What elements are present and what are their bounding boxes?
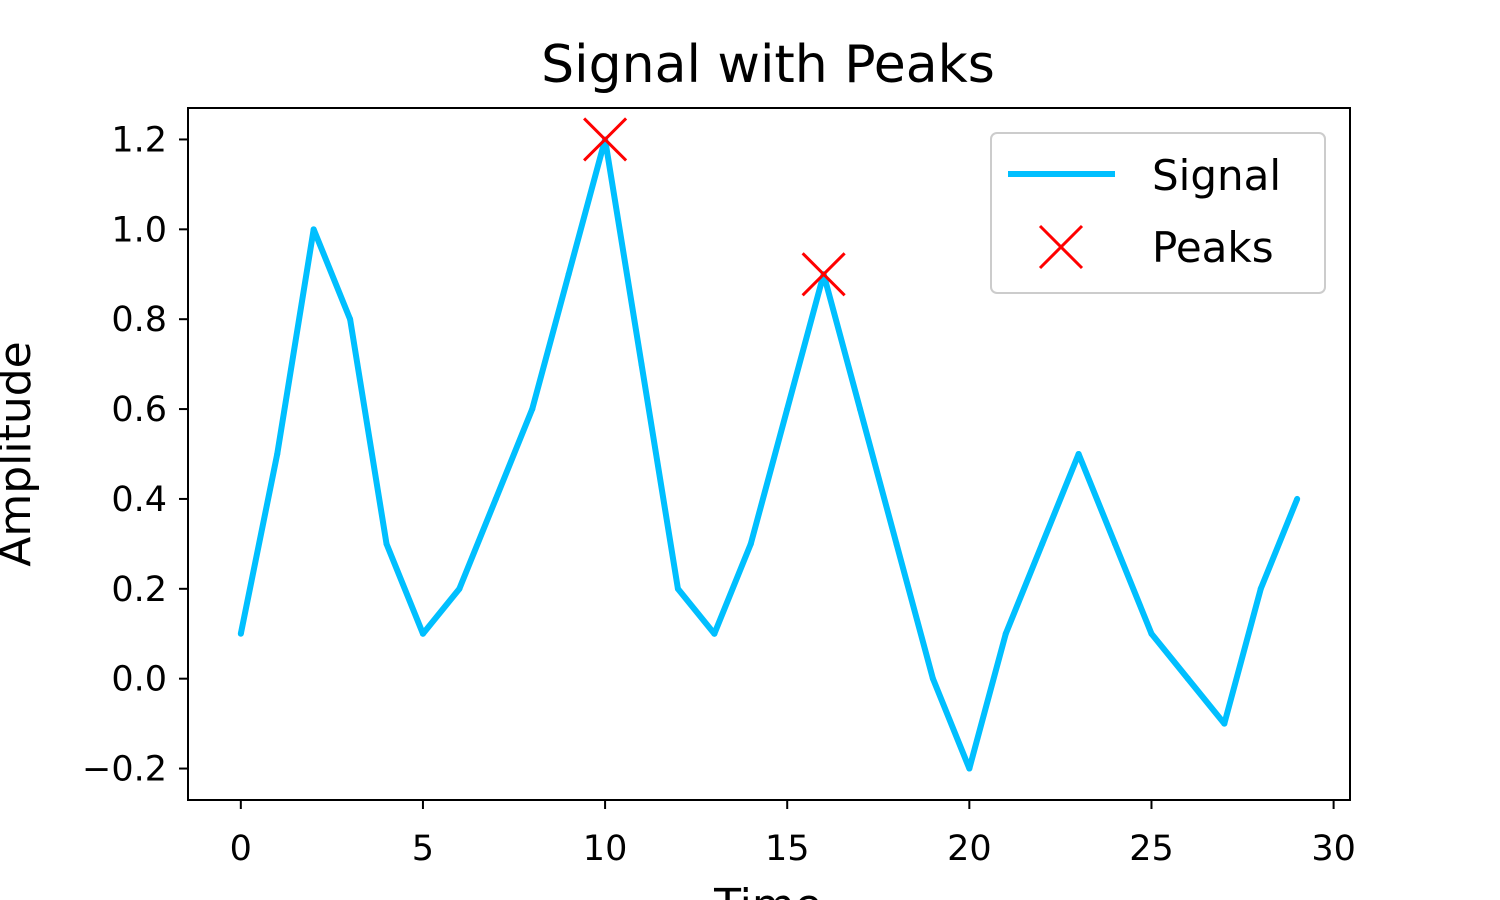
signal-point [1221,720,1228,727]
y-axis-ticks: −0.2 0.0 0.2 0.4 0.6 0.8 1.0 1.2 [82,120,188,790]
signal-point [747,540,754,547]
signal-point [893,540,900,547]
signal-point [1257,585,1264,592]
x-tick-label: 20 [947,829,992,869]
signal-point [929,675,936,682]
signal-point [492,495,499,502]
y-tick-label: −0.2 [82,750,167,790]
signal-point [274,451,281,457]
signal-point [1002,630,1009,637]
signal-line [237,136,1300,772]
chart-title: Signal with Peaks [541,35,995,95]
x-tick-label: 0 [230,829,252,869]
signal-point [674,585,681,592]
signal-point [1294,495,1301,502]
y-tick-label: 0.0 [111,660,167,700]
plot-frame [187,107,1351,801]
x-tick-label: 10 [583,829,628,869]
x-tick-label: 15 [765,829,810,869]
signal-point [857,406,864,413]
y-tick-label: 0.2 [111,570,167,610]
signal-point [419,630,426,637]
signal-point [1075,451,1082,457]
signal-point [310,226,317,233]
signal-point [237,630,244,637]
x-tick-label: 5 [412,829,434,869]
legend: Signal Peaks [990,132,1326,294]
x-tick-label: 30 [1311,829,1356,869]
y-tick-label: 1.2 [111,120,167,160]
legend-peaks-label: Peaks [1152,223,1274,272]
y-axis-label: Amplitude [0,341,41,566]
x-axis-label: Time [713,880,822,900]
signal-point [1184,675,1191,682]
signal-point [383,540,390,547]
signal-point [456,585,463,592]
signal-point [347,316,354,323]
signal-point [1148,630,1155,637]
signal-point [711,630,718,637]
signal-point [638,361,645,368]
y-tick-label: 0.8 [111,300,167,340]
signal-point [1112,540,1119,547]
legend-signal-label: Signal [1152,151,1281,200]
y-tick-label: 0.4 [111,480,167,520]
x-axis-ticks: 0 5 10 15 20 25 30 [230,800,1356,869]
peak-marker [583,117,628,162]
signal-point [966,765,973,772]
y-tick-label: 0.6 [111,390,167,430]
series-layer [237,117,1301,772]
signal-point [565,271,572,278]
signal-point [1039,540,1046,547]
legend-peaks-swatch [1038,224,1084,270]
x-tick-label: 25 [1129,829,1174,869]
peak-marker [801,252,846,297]
y-tick-label: 1.0 [111,210,167,250]
signal-point [784,406,791,413]
signal-point [529,406,536,413]
